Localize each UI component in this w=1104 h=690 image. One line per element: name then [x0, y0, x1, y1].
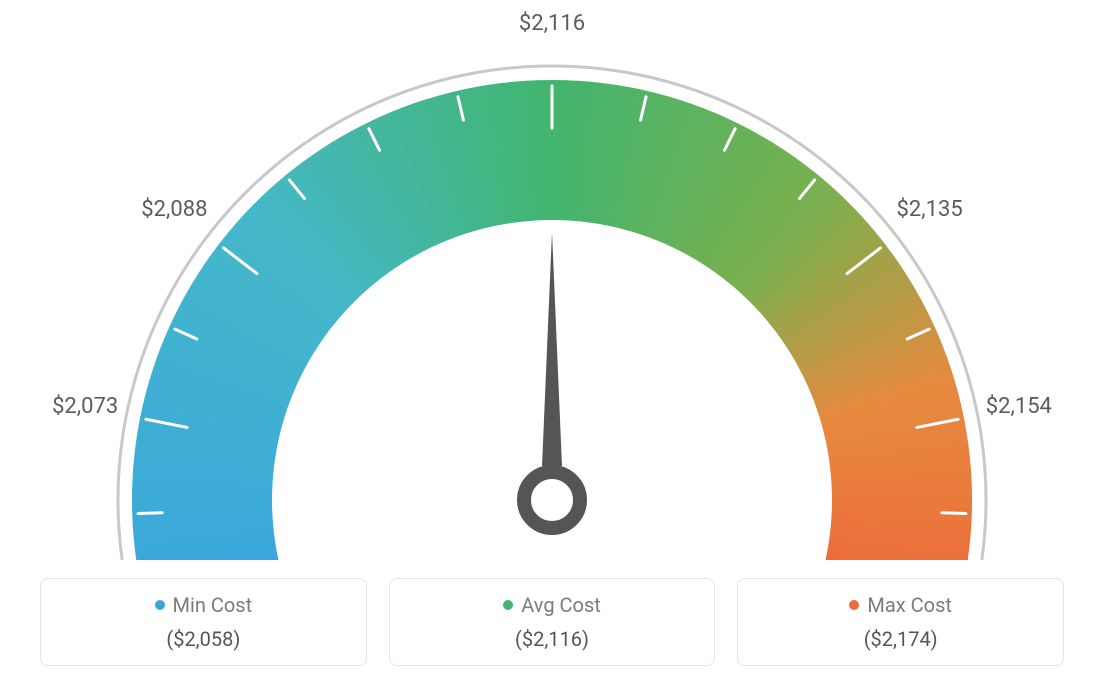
- legend-min-title: Min Cost: [173, 593, 253, 617]
- legend-row: Min Cost ($2,058) Avg Cost ($2,116) Max …: [40, 578, 1064, 666]
- gauge-svg: $2,058$2,073$2,088$2,116$2,135$2,154$2,1…: [0, 0, 1104, 560]
- legend-avg-dot: [503, 600, 513, 610]
- legend-max-value: ($2,174): [864, 627, 938, 651]
- svg-text:$2,154: $2,154: [986, 394, 1052, 419]
- legend-min-value: ($2,058): [166, 627, 240, 651]
- cost-gauge: $2,058$2,073$2,088$2,116$2,135$2,154$2,1…: [0, 0, 1104, 560]
- legend-avg-card: Avg Cost ($2,116): [389, 578, 716, 666]
- legend-max-dot: [849, 600, 859, 610]
- legend-avg-value: ($2,116): [515, 627, 589, 651]
- legend-avg-title: Avg Cost: [521, 593, 601, 617]
- svg-text:$2,116: $2,116: [519, 11, 585, 36]
- legend-max-card: Max Cost ($2,174): [737, 578, 1064, 666]
- legend-min-dot: [155, 600, 165, 610]
- svg-text:$2,135: $2,135: [897, 197, 963, 222]
- legend-min-card: Min Cost ($2,058): [40, 578, 367, 666]
- legend-max-title: Max Cost: [867, 593, 952, 617]
- svg-text:$2,073: $2,073: [52, 394, 118, 419]
- svg-text:$2,088: $2,088: [141, 197, 207, 222]
